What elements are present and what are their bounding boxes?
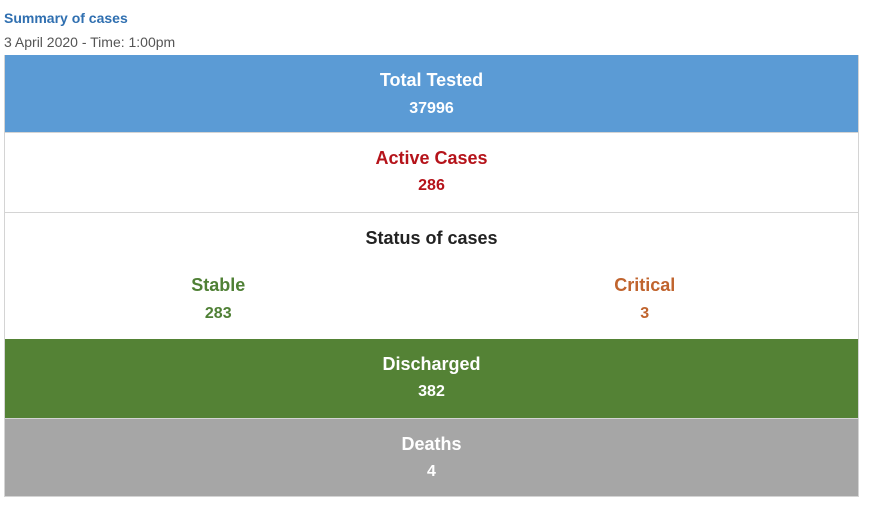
discharged-value: 382 (418, 383, 445, 400)
stable-cell: Stable 283 (5, 275, 432, 323)
summary-title: Summary of cases (4, 10, 128, 26)
critical-cell: Critical 3 (432, 275, 859, 323)
deaths-label: Deaths (401, 434, 462, 454)
cases-table: Total Tested 37996 Active Cases 286 Stat… (4, 55, 859, 497)
stable-value: 283 (204, 305, 232, 322)
active-cases-value: 286 (418, 177, 445, 194)
active-cases-label: Active Cases (375, 148, 488, 168)
discharged-label: Discharged (382, 354, 481, 374)
deaths-value: 4 (427, 463, 436, 480)
status-of-cases-label: Status of cases (365, 228, 498, 248)
critical-value: 3 (640, 305, 650, 322)
total-tested-value: 37996 (409, 100, 454, 117)
total-tested-label: Total Tested (379, 70, 484, 90)
total-tested-row: Total Tested 37996 (5, 55, 858, 133)
critical-label: Critical (614, 275, 676, 295)
deaths-row: Deaths 4 (5, 419, 858, 497)
active-cases-row: Active Cases 286 (5, 133, 858, 213)
summary-date: 3 April 2020 - Time: 1:00pm (4, 34, 176, 50)
stable-label: Stable (191, 275, 246, 295)
discharged-row: Discharged 382 (5, 339, 858, 419)
status-of-cases-row: Status of cases Stable 283 Critical 3 (5, 213, 858, 339)
